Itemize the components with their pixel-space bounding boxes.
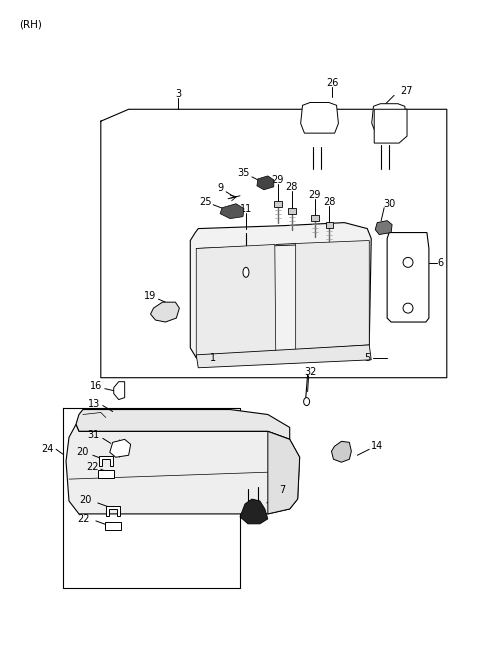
Text: 29: 29	[308, 190, 321, 200]
Polygon shape	[325, 222, 334, 228]
Polygon shape	[296, 241, 369, 350]
Text: 5: 5	[364, 353, 371, 363]
Polygon shape	[288, 208, 296, 214]
Polygon shape	[110, 440, 131, 457]
Text: 28: 28	[286, 182, 298, 192]
Text: 14: 14	[371, 441, 384, 451]
Polygon shape	[372, 104, 407, 132]
Polygon shape	[196, 345, 371, 368]
Polygon shape	[105, 522, 120, 530]
Polygon shape	[196, 245, 276, 358]
Polygon shape	[106, 506, 120, 516]
Polygon shape	[151, 302, 180, 322]
Text: 16: 16	[90, 380, 102, 391]
Text: 19: 19	[144, 291, 156, 301]
Text: 27: 27	[400, 87, 412, 96]
Text: 22: 22	[86, 462, 99, 472]
Text: 20: 20	[77, 447, 89, 457]
Polygon shape	[99, 457, 113, 466]
Text: (RH): (RH)	[19, 20, 42, 30]
Text: 35: 35	[238, 168, 250, 178]
Polygon shape	[240, 499, 268, 524]
Polygon shape	[114, 382, 125, 400]
Ellipse shape	[304, 398, 310, 405]
Text: 26: 26	[326, 79, 339, 89]
Text: 13: 13	[88, 399, 100, 409]
Text: 6: 6	[438, 258, 444, 268]
Text: 7: 7	[280, 485, 286, 495]
Text: 28: 28	[324, 197, 336, 207]
Text: 29: 29	[272, 175, 284, 185]
Polygon shape	[257, 176, 274, 190]
Text: 1: 1	[210, 353, 216, 363]
Polygon shape	[375, 220, 392, 235]
Polygon shape	[300, 102, 338, 133]
Polygon shape	[76, 409, 290, 440]
Polygon shape	[274, 201, 282, 207]
Polygon shape	[387, 233, 429, 322]
Text: 11: 11	[240, 204, 252, 214]
Polygon shape	[220, 204, 244, 218]
Polygon shape	[332, 441, 351, 462]
Text: 9: 9	[217, 183, 223, 193]
Text: 24: 24	[41, 444, 53, 455]
Text: 22: 22	[78, 514, 90, 524]
Text: 20: 20	[80, 495, 92, 505]
Text: 3: 3	[175, 89, 181, 99]
Text: 31: 31	[88, 430, 100, 440]
Circle shape	[403, 257, 413, 268]
Text: 32: 32	[304, 367, 317, 377]
Polygon shape	[66, 424, 300, 514]
Polygon shape	[268, 432, 300, 514]
Circle shape	[403, 303, 413, 313]
Polygon shape	[374, 110, 407, 143]
Text: 30: 30	[383, 199, 395, 209]
Polygon shape	[98, 470, 114, 478]
Ellipse shape	[243, 268, 249, 277]
Polygon shape	[190, 222, 371, 359]
Polygon shape	[311, 215, 319, 220]
Text: 25: 25	[199, 197, 212, 207]
